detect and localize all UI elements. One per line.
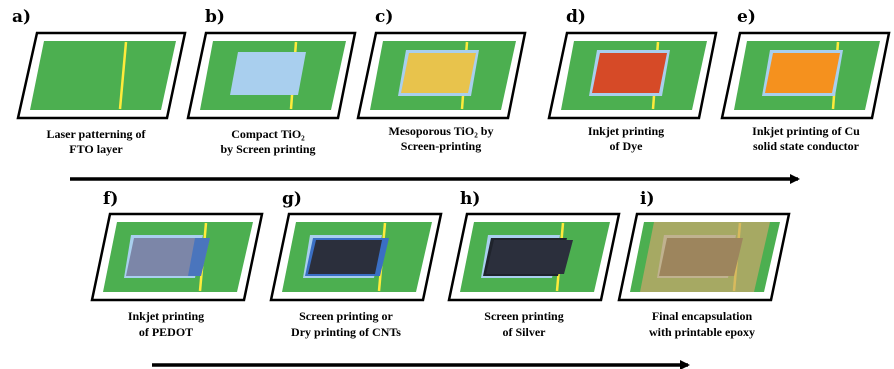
step-f-letter: f) [103,189,118,209]
silver-layer [486,240,573,274]
pedot-layer [126,238,210,276]
step-d-caption-line1: Inkjet printing [588,124,664,138]
step-b-caption-line2: by Screen printing [220,142,315,156]
step-e-caption-line1: Inkjet printing of Cu [752,124,860,138]
pedot-overlap [188,238,210,276]
step-i-caption-line2: with printable epoxy [649,325,755,339]
step-e-letter: e) [737,7,756,27]
step-h-caption-line2: of Silver [503,325,547,339]
step-f-caption-line2: of PEDOT [139,325,193,339]
step-c: c) Mesoporous TiO₂ by Screen-printing [356,7,527,153]
step-e-caption-line2: solid state conductor [753,139,860,153]
epoxy-layer [640,222,770,292]
step-c-letter: c) [375,7,393,27]
step-d: d) Inkjet printing of Dye [547,7,718,153]
step-i: i) Final encapsulation with printable ep… [617,189,791,339]
step-g-caption-line1: Screen printing or [299,309,393,323]
step-a-letter: a) [12,7,31,27]
cu-conductor-layer [765,53,840,93]
step-h-caption-line1: Screen printing [484,309,563,323]
step-g: g) Screen printing or Dry printing of CN… [269,189,443,339]
cnt-layer [308,240,382,274]
step-d-caption-line2: of Dye [610,139,644,153]
step-g-letter: g) [282,189,302,209]
step-b-caption-line1: Compact TiO₂ [231,127,305,141]
step-h-letter: h) [460,189,480,209]
step-a-laser-line [118,41,128,110]
step-a: a) Laser patterning of FTO layer [12,7,187,156]
step-f: f) Inkjet printing of PEDOT [90,189,264,339]
step-e: e) Inkjet printing of Cu solid state con… [720,7,891,153]
step-d-letter: d) [566,7,586,27]
step-b-letter: b) [205,7,225,27]
step-c-caption-line1: Mesoporous TiO₂ by [389,124,494,138]
mesoporous-tio2-layer [401,53,476,93]
step-f-caption-line1: Inkjet printing [128,309,204,323]
dye-layer [592,53,667,93]
step-c-caption-line2: Screen-printing [401,139,481,153]
step-a-caption-line1: Laser patterning of [46,127,146,141]
step-b: b) Compact TiO₂ by Screen printing [186,7,357,156]
step-a-caption-line2: FTO layer [69,142,123,156]
step-a-substrate [30,41,176,110]
compact-tio2-layer [230,52,306,95]
step-g-caption-line2: Dry printing of CNTs [291,325,401,339]
step-h: h) Screen printing of Silver [447,189,621,339]
step-i-caption-line1: Final encapsulation [652,309,753,323]
step-i-letter: i) [640,189,655,209]
